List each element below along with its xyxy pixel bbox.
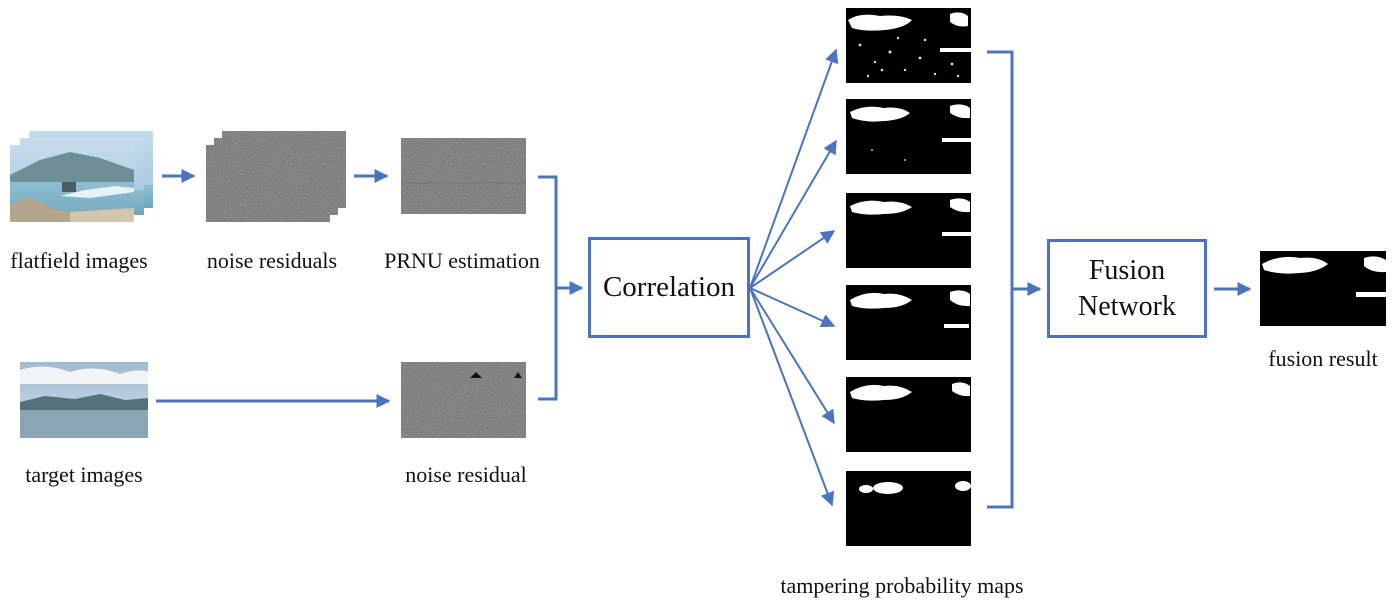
correlation-box: Correlation	[588, 237, 750, 338]
arrow-to-map-3	[749, 230, 836, 289]
target-images-label: target images	[25, 462, 143, 487]
prnu-estimation-image	[401, 138, 526, 214]
noise-residual-label: noise residual	[405, 462, 527, 487]
arrow-to-map-5	[749, 287, 835, 425]
fanout-arrows	[749, 48, 839, 507]
tampering-map-1	[846, 8, 971, 83]
fusion-result-label: fusion result	[1268, 346, 1378, 371]
fusion-network-box: Fusion Network	[1047, 239, 1207, 338]
noise-residuals-label: noise residuals	[206, 248, 338, 273]
tampering-map-2	[846, 99, 971, 174]
flatfield-images-label: flatfield images	[10, 248, 148, 273]
noise-residuals-stack	[206, 131, 346, 222]
target-image	[20, 362, 148, 438]
flatfield-image-front	[10, 145, 134, 222]
prnu-estimation-label: PRNU estimation	[384, 248, 540, 273]
bracket-inputs	[538, 175, 558, 401]
fusion-result-image	[1260, 251, 1386, 326]
tampering-maps-label: tampering probability maps	[780, 573, 1024, 598]
arrow-to-map-1	[749, 48, 839, 289]
fusion-label-line1: Fusion	[1088, 254, 1166, 286]
correlation-label: Correlation	[602, 271, 736, 303]
arrow-to-map-2	[749, 139, 837, 289]
flatfield-image-stack	[10, 131, 153, 222]
arrow-to-map-6	[749, 287, 835, 507]
tampering-map-3	[846, 193, 971, 268]
tampering-map-5	[846, 377, 971, 452]
tampering-map-4	[846, 285, 971, 360]
bracket-maps	[987, 50, 1014, 509]
arrow-to-map-4	[749, 287, 836, 328]
target-noise-residual-image	[401, 362, 526, 438]
fusion-label-line2: Network	[1078, 290, 1176, 322]
tampering-map-6	[846, 471, 971, 546]
